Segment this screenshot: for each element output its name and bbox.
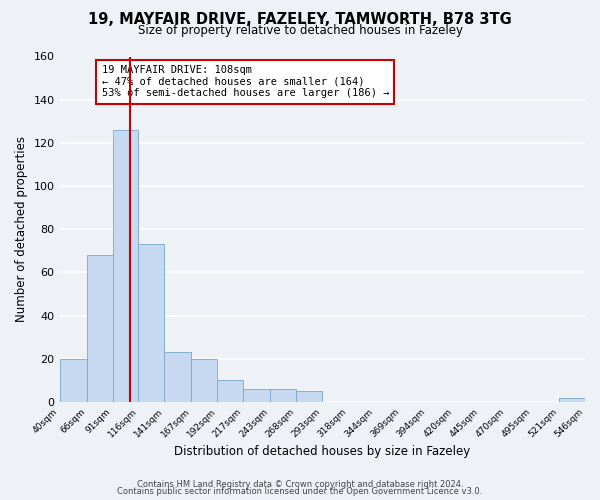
Bar [164,352,191,402]
Bar [191,359,217,402]
Text: 19, MAYFAIR DRIVE, FAZELEY, TAMWORTH, B78 3TG: 19, MAYFAIR DRIVE, FAZELEY, TAMWORTH, B7… [88,12,512,28]
Text: Size of property relative to detached houses in Fazeley: Size of property relative to detached ho… [137,24,463,37]
Bar [113,130,139,402]
Bar [86,255,113,402]
Text: Contains HM Land Registry data © Crown copyright and database right 2024.: Contains HM Land Registry data © Crown c… [137,480,463,489]
Text: 19 MAYFAIR DRIVE: 108sqm
← 47% of detached houses are smaller (164)
53% of semi-: 19 MAYFAIR DRIVE: 108sqm ← 47% of detach… [101,65,389,98]
X-axis label: Distribution of detached houses by size in Fazeley: Distribution of detached houses by size … [174,444,470,458]
Bar [559,398,585,402]
Text: Contains public sector information licensed under the Open Government Licence v3: Contains public sector information licen… [118,487,482,496]
Bar [139,244,164,402]
Bar [296,391,322,402]
Bar [59,359,86,402]
Bar [271,389,296,402]
Bar [244,389,271,402]
Y-axis label: Number of detached properties: Number of detached properties [15,136,28,322]
Bar [217,380,244,402]
